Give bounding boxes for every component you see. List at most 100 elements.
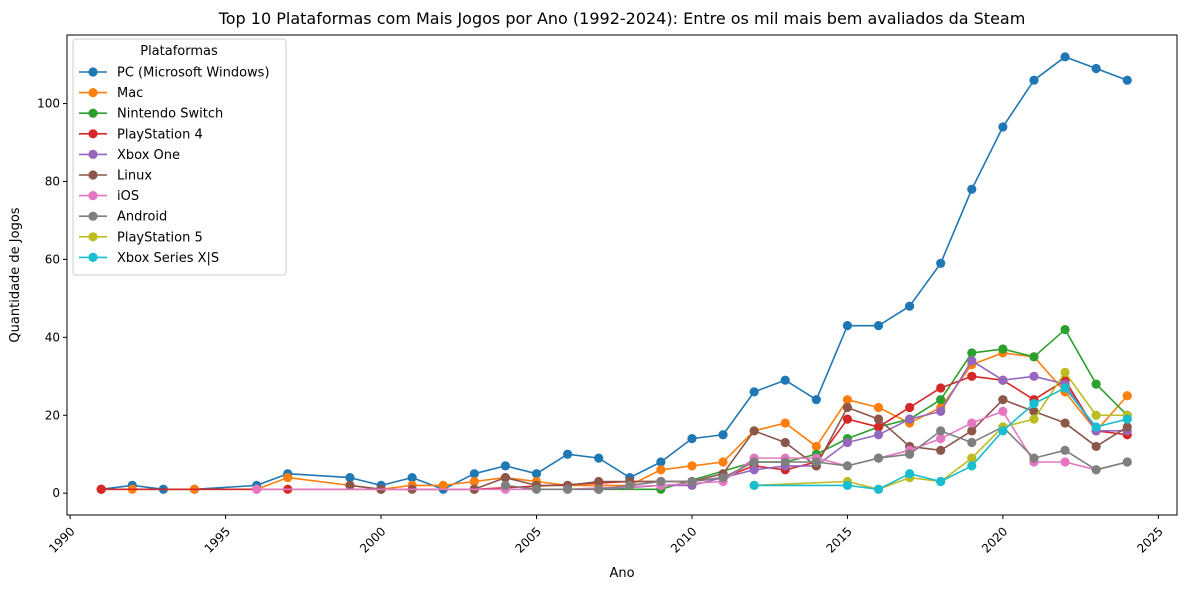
data-point [1029, 371, 1039, 381]
data-point [562, 484, 573, 494]
data-point [594, 476, 604, 487]
data-point [842, 480, 853, 490]
data-point [562, 449, 573, 459]
data-point [967, 453, 977, 463]
data-point [252, 484, 262, 494]
data-point [656, 457, 666, 467]
data-point [1091, 441, 1101, 452]
y-tick-label: 0 [52, 486, 60, 500]
legend-item: Linux [79, 169, 152, 184]
data-point [811, 457, 821, 467]
data-point [1060, 445, 1070, 455]
legend-item: Xbox Series X|S [79, 251, 219, 266]
data-point [873, 453, 884, 463]
data-point [905, 414, 915, 424]
data-point [1091, 422, 1101, 432]
data-point [1091, 410, 1101, 420]
data-point [998, 122, 1008, 132]
data-point [936, 258, 946, 268]
data-point [905, 449, 915, 459]
data-point [1060, 52, 1070, 62]
legend-swatch-marker [88, 191, 98, 201]
data-point [967, 461, 977, 471]
data-point [967, 184, 977, 194]
data-point [998, 344, 1008, 354]
legend-item: iOS [79, 189, 139, 204]
data-point [1029, 352, 1039, 362]
data-point [1122, 457, 1132, 467]
x-tick-label: 2025 [1134, 524, 1165, 555]
series-line [598, 328, 1128, 491]
data-point [500, 472, 511, 483]
data-point [842, 321, 853, 331]
legend-item: PlayStation 5 [79, 230, 203, 245]
data-point [283, 472, 293, 483]
x-tick-label: 1990 [46, 524, 77, 555]
series-layer [96, 52, 1132, 494]
data-point [905, 402, 915, 413]
data-point [936, 395, 946, 405]
data-point [1091, 465, 1101, 475]
x-tick-label: 2015 [823, 524, 854, 555]
data-point [842, 461, 853, 471]
legend-label: Android [117, 210, 167, 225]
x-tick-label: 1995 [202, 524, 233, 555]
legend-item: Android [79, 210, 167, 225]
data-point [1060, 418, 1070, 428]
data-point [967, 418, 977, 428]
data-point [842, 437, 853, 448]
legend-swatch-marker [88, 170, 98, 180]
legend-item: Xbox One [79, 148, 180, 163]
series-line [598, 359, 1128, 491]
x-axis-title: Ano [609, 566, 634, 581]
x-tick-label: 2010 [668, 524, 699, 555]
data-point [749, 480, 759, 490]
y-tick-label: 100 [37, 97, 60, 111]
data-point [1029, 398, 1039, 409]
data-point [905, 469, 915, 479]
y-tick-label: 20 [45, 408, 60, 422]
data-point [1060, 457, 1070, 467]
legend: Plataformas PC (Microsoft Windows) Mac Nin… [72, 38, 287, 276]
data-point [1029, 453, 1039, 463]
x-tick-label: 2000 [357, 524, 388, 555]
data-point [873, 414, 884, 424]
legend-swatch-marker [88, 129, 98, 139]
data-point [718, 430, 728, 440]
legend-label: Linux [117, 169, 152, 184]
data-point [780, 418, 790, 428]
data-point [780, 437, 790, 448]
legend-label: iOS [117, 189, 139, 204]
data-point [345, 480, 355, 490]
data-point [345, 472, 355, 483]
y-axis-title: Quantidade de Jogos [8, 207, 23, 342]
x-axis: 1990 1995 2000 2005 2010 2015 2020 2025 [46, 515, 1166, 556]
data-point [842, 402, 853, 413]
data-point [967, 348, 977, 358]
data-point [531, 469, 542, 479]
data-point [967, 426, 977, 436]
data-point [842, 395, 853, 405]
series-group [96, 371, 1132, 494]
data-point [469, 469, 479, 479]
data-point [1122, 75, 1132, 85]
data-point [780, 375, 790, 385]
legend-item: Mac [79, 86, 143, 101]
data-point [998, 406, 1008, 416]
data-point [936, 476, 946, 487]
data-point [780, 457, 790, 467]
data-point [656, 465, 666, 475]
data-point [936, 434, 946, 444]
legend-swatch-marker [88, 252, 98, 262]
data-point [687, 476, 697, 487]
series-line [101, 56, 1128, 491]
data-point [1091, 63, 1101, 74]
data-point [500, 480, 511, 490]
data-point [998, 375, 1008, 385]
legend-swatch-marker [88, 149, 98, 159]
chart-title: Top 10 Plataformas com Mais Jogos por An… [218, 9, 1026, 28]
data-point [1060, 383, 1070, 393]
x-tick-label: 2005 [513, 524, 544, 555]
y-tick-label: 40 [45, 330, 60, 344]
legend-label: Xbox Series X|S [117, 251, 219, 266]
